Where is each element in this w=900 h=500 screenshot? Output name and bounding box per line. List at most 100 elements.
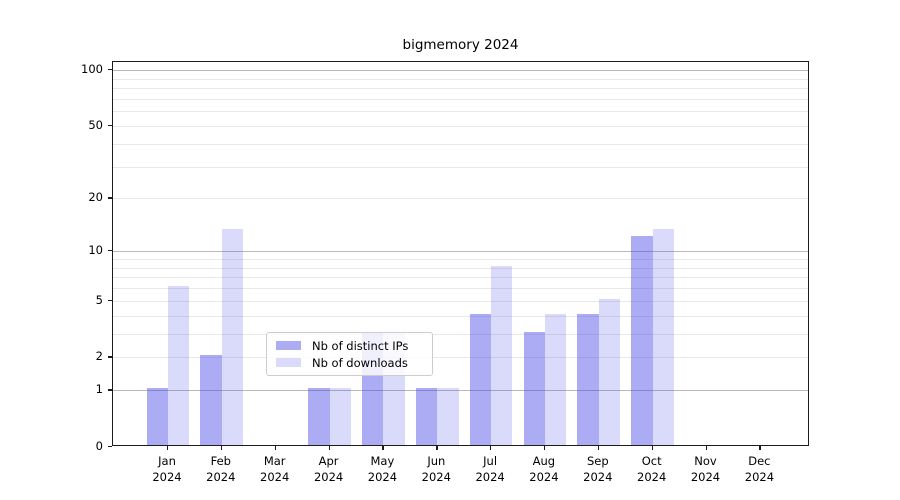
x-tick-mark: [328, 446, 330, 450]
x-tick-month: Nov: [694, 454, 717, 468]
y-axis-tick-label: 0: [95, 439, 103, 453]
gridline-minor: [113, 166, 808, 168]
x-tick-month: Sep: [586, 454, 609, 468]
x-axis-tick-label: Jan 2024: [152, 453, 181, 485]
y-axis-tick-label: 50: [88, 117, 103, 132]
x-tick-month: Aug: [532, 454, 556, 468]
y-axis-tick-label: 100: [81, 62, 103, 76]
y-axis-tick-label: 1: [95, 382, 103, 397]
y-tick-mark: [108, 69, 112, 71]
x-tick-year: 2024: [206, 470, 236, 484]
gridline-minor: [113, 111, 808, 113]
x-axis-tick-label: Jul 2024: [475, 453, 504, 485]
x-tick-year: 2024: [421, 470, 451, 484]
bar-distinct-ips: [469, 313, 492, 445]
y-tick-mark: [108, 299, 112, 301]
gridline-minor: [113, 143, 808, 145]
bar-distinct-ips: [146, 388, 168, 445]
bar-downloads: [491, 265, 513, 445]
chart-title: bigmemory 2024: [402, 37, 519, 53]
y-axis: 0 1 2 5 10 20 50 100: [0, 61, 112, 453]
x-tick-month: Dec: [748, 454, 771, 468]
x-axis: Jan 2024 Feb 2024 Mar 2024 Apr 2024 May 2024 Jun 20…: [112, 446, 809, 496]
gridline-minor: [113, 258, 808, 260]
x-tick-month: Jun: [427, 454, 446, 468]
x-tick-year: 2024: [690, 470, 721, 484]
x-tick-mark: [597, 446, 600, 450]
y-tick-mark: [108, 389, 112, 391]
x-tick-month: Jan: [158, 454, 176, 468]
gridline-minor: [113, 288, 808, 289]
legend-entry: Nb of distinct IPs: [267, 339, 432, 353]
legend-swatch: [276, 341, 301, 350]
bar-distinct-ips: [415, 388, 438, 445]
gridline-minor: [113, 315, 808, 317]
gridline-minor: [113, 88, 808, 89]
bar-distinct-ips: [631, 235, 653, 445]
legend-swatch: [276, 358, 301, 367]
x-tick-year: 2024: [637, 470, 667, 484]
bar-distinct-ips: [577, 313, 599, 445]
legend-entry: Nb of downloads: [267, 356, 432, 370]
y-axis-tick-label: 2: [95, 349, 103, 364]
x-tick-mark: [220, 446, 223, 450]
x-axis-tick-label: Dec 2024: [745, 453, 774, 485]
gridline-minor: [113, 267, 808, 269]
x-tick-month: Jul: [483, 454, 498, 468]
legend: Nb of distinct IPs Nb of downloads: [266, 332, 433, 376]
y-tick-mark: [108, 250, 112, 252]
x-tick-mark: [490, 446, 492, 450]
y-axis-tick-label: 20: [88, 190, 103, 205]
x-axis-tick-label: Aug 2024: [529, 453, 558, 485]
gridline-major: [113, 70, 808, 71]
x-axis-tick-label: May 2024: [368, 453, 397, 485]
bar-distinct-ips: [200, 355, 222, 445]
x-tick-year: 2024: [152, 470, 182, 484]
x-tick-month: Mar: [263, 454, 286, 468]
x-tick-mark: [382, 446, 384, 450]
x-tick-year: 2024: [313, 470, 344, 484]
gridline-minor: [113, 300, 808, 302]
bar-downloads: [329, 388, 351, 445]
x-tick-mark: [705, 446, 707, 450]
bar-downloads: [168, 286, 190, 445]
gridline-minor: [113, 125, 808, 127]
plot-area: [112, 61, 809, 446]
gridline-minor: [113, 277, 808, 279]
y-tick-mark: [108, 124, 112, 127]
x-tick-month: Feb: [210, 454, 231, 468]
x-axis-tick-label: Jun 2024: [422, 453, 451, 485]
y-tick-mark: [108, 356, 112, 358]
x-tick-mark: [167, 446, 169, 450]
legend-label: Nb of downloads: [312, 355, 408, 370]
x-tick-year: 2024: [529, 470, 559, 484]
gridline-minor: [113, 78, 808, 80]
x-axis-tick-label: Sep 2024: [583, 453, 612, 485]
x-axis-tick-label: Apr 2024: [314, 453, 343, 485]
x-tick-year: 2024: [367, 470, 398, 484]
x-tick-year: 2024: [744, 470, 775, 484]
gridline-major: [113, 390, 808, 392]
x-tick-mark: [759, 446, 761, 450]
x-tick-mark: [274, 446, 276, 450]
x-tick-mark: [543, 446, 546, 450]
x-tick-month: Oct: [641, 454, 662, 468]
y-tick-mark: [108, 446, 112, 448]
x-tick-year: 2024: [475, 470, 505, 484]
bar-downloads: [652, 229, 675, 445]
gridline-minor: [113, 198, 808, 200]
x-axis-tick-label: Mar 2024: [260, 453, 289, 485]
x-axis-tick-label: Oct 2024: [637, 453, 666, 485]
x-tick-year: 2024: [583, 470, 613, 484]
x-tick-month: May: [370, 454, 395, 468]
gridline-minor: [113, 357, 808, 359]
x-tick-year: 2024: [260, 470, 290, 484]
y-axis-tick-label: 10: [88, 243, 103, 258]
legend-label: Nb of distinct IPs: [312, 338, 409, 353]
x-axis-tick-label: Nov 2024: [691, 453, 720, 485]
y-tick-mark: [108, 197, 112, 199]
gridline-minor: [113, 333, 808, 335]
bar-downloads: [598, 298, 621, 445]
x-tick-mark: [651, 446, 653, 450]
